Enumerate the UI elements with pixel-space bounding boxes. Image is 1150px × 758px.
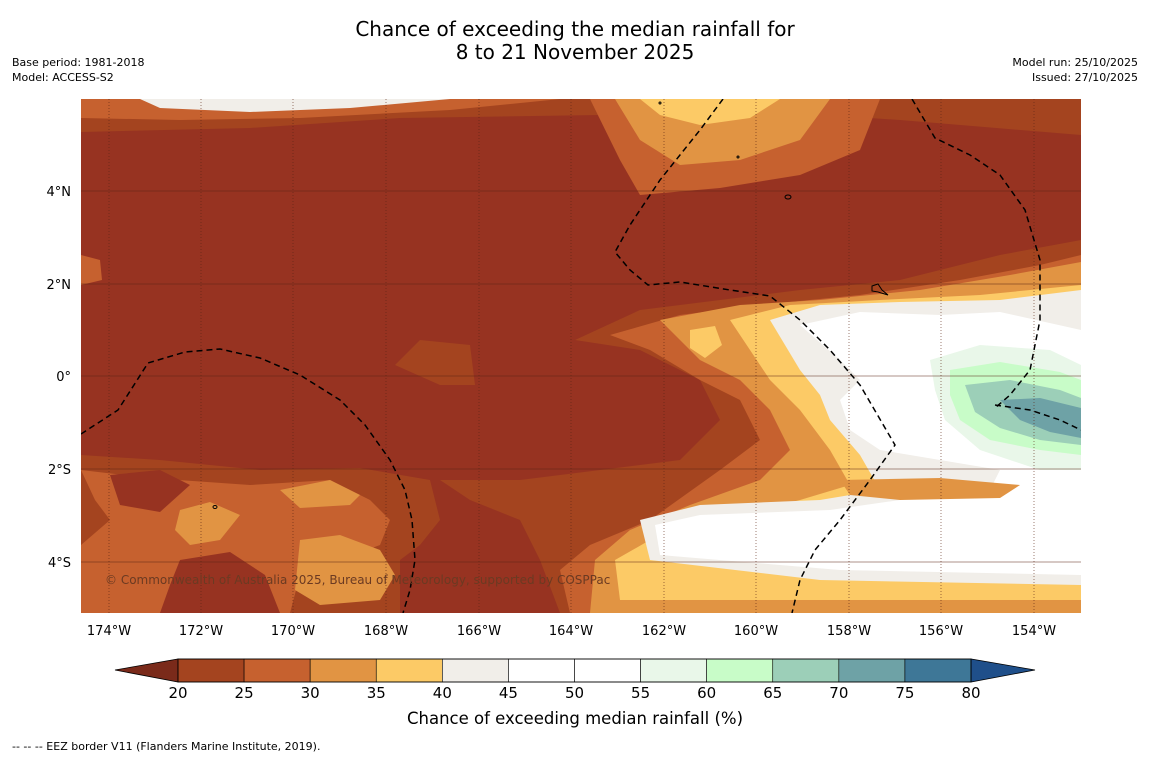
lon-label: 170°W: [271, 624, 315, 639]
lat-label: 0°: [56, 370, 71, 385]
colorbar: [114, 658, 1036, 683]
colorbar-title: Chance of exceeding median rainfall (%): [406, 709, 744, 728]
lat-label: 4°S: [48, 556, 71, 571]
field-southwest-patch-1: [280, 480, 360, 508]
colorbar-segment: [706, 658, 774, 683]
colorbar-frame: [177, 658, 972, 683]
field-southwest-dark-2: [160, 552, 280, 613]
colorbar-tick-label: 80: [961, 684, 981, 702]
base-period-text: Base period: 1981-2018: [12, 56, 145, 69]
lon-label: 156°W: [919, 624, 963, 639]
lat-label: 4°N: [47, 185, 72, 200]
colorbar-tick-label: 55: [631, 684, 651, 702]
lon-label: 172°W: [179, 624, 223, 639]
meta-right: Model run: 25/10/2025 Issued: 27/10/2025: [1012, 55, 1138, 85]
lat-label: 2°S: [48, 463, 71, 478]
colorbar-tick-label: 60: [697, 684, 717, 702]
colorbar-tick-label: 35: [366, 684, 386, 702]
lon-label: 158°W: [827, 624, 871, 639]
islands: [212, 101, 889, 509]
grid-latitude: [81, 190, 1081, 563]
lon-label: 166°W: [457, 624, 501, 639]
colorbar-tick-label: 65: [763, 684, 783, 702]
model-text: Model: ACCESS-S2: [12, 71, 114, 84]
colorbar-segment: [772, 658, 840, 683]
colorbar-tick-label: 75: [895, 684, 915, 702]
lon-label: 164°W: [549, 624, 593, 639]
colorbar-segment: [243, 658, 311, 683]
footnote: -- -- -- EEZ border V11 (Flanders Marine…: [12, 740, 321, 753]
meta-left: Base period: 1981-2018 Model: ACCESS-S2: [12, 55, 144, 85]
colorbar-tick-label: 20: [168, 684, 188, 702]
field-central-patch: [395, 340, 475, 385]
colorbar-under-arrow: [114, 658, 179, 683]
colorbar-segments: [177, 658, 972, 683]
lon-label: 174°W: [87, 624, 131, 639]
model-run-text: Model run: 25/10/2025: [1012, 56, 1138, 69]
lon-label: 168°W: [364, 624, 408, 639]
map-title: Chance of exceeding the median rainfall …: [0, 18, 1150, 64]
colorbar-segment: [904, 658, 972, 683]
colorbar-tick-label: 50: [564, 684, 585, 702]
colorbar-segment: [309, 658, 377, 683]
colorbar-tick-label: 45: [498, 684, 518, 702]
field-southwest-patch-2: [295, 535, 395, 605]
colorbar-segment: [640, 658, 707, 683]
colorbar-segment: [375, 658, 443, 683]
colorbar-tick-label: 40: [432, 684, 452, 702]
field-patch-yellow: [690, 326, 722, 358]
colorbar-tick-label: 25: [234, 684, 254, 702]
field-west-patch: [81, 255, 102, 285]
colorbar-segment: [177, 658, 245, 683]
lon-label: 162°W: [642, 624, 686, 639]
map-field: [81, 99, 1081, 613]
colorbar-tick-label: 30: [300, 684, 320, 702]
colorbar-segment: [838, 658, 906, 683]
issued-text: Issued: 27/10/2025: [1031, 71, 1138, 84]
field-south-band: [840, 478, 1020, 500]
lat-label: 2°N: [47, 278, 72, 293]
field-north-plume-3: [640, 99, 780, 125]
field-north-band-3: [140, 99, 450, 112]
colorbar-over-arrow: [970, 658, 1036, 683]
colorbar-segment: [508, 658, 575, 683]
field-southwest-dark: [110, 470, 190, 512]
copyright-text: © Commonwealth of Australia 2025, Bureau…: [105, 573, 610, 587]
title-line-2: 8 to 21 November 2025: [455, 40, 695, 64]
colorbar-segment: [574, 658, 641, 683]
colorbar-tick-label: 70: [829, 684, 849, 702]
lon-label: 154°W: [1012, 624, 1056, 639]
lon-label: 160°W: [734, 624, 778, 639]
colorbar-segment: [442, 658, 509, 683]
field-southwest-patch-3: [175, 502, 240, 545]
title-line-1: Chance of exceeding the median rainfall …: [355, 17, 795, 41]
lat-labels: 4°N 2°N 0° 2°S 4°S: [47, 185, 72, 571]
eez-borders: [81, 99, 1081, 613]
lon-labels: 174°W 172°W 170°W 168°W 166°W 164°W 162°…: [87, 624, 1056, 639]
